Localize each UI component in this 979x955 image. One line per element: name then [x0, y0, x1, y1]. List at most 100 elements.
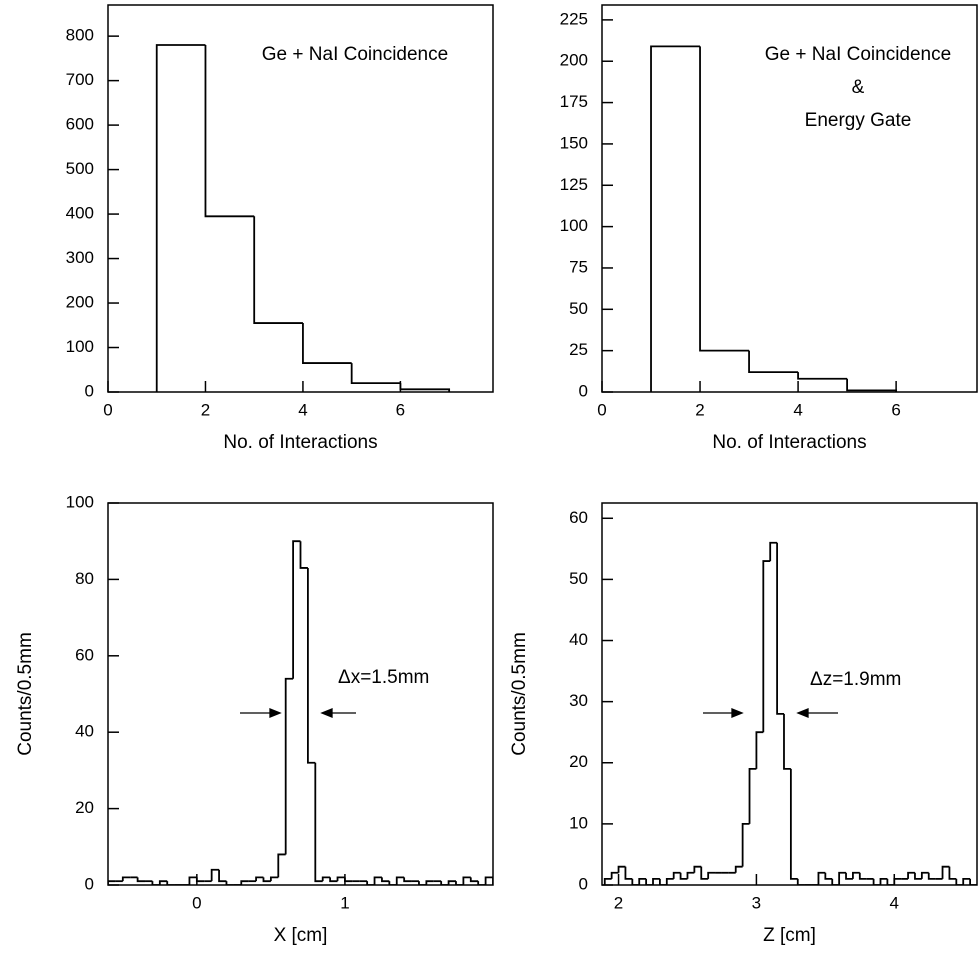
histogram-bin	[748, 350, 799, 374]
histogram-bin	[797, 372, 848, 380]
histogram-bin	[617, 865, 626, 873]
histogram-bin	[858, 872, 867, 880]
histogram-bin	[484, 876, 493, 885]
y-tick-label: 100	[66, 492, 94, 511]
y-tick-label: 25	[569, 340, 588, 359]
histogram-bin	[693, 865, 702, 873]
histogram-bin	[477, 881, 486, 885]
histogram-bin	[218, 869, 227, 883]
histogram-bin	[665, 877, 674, 885]
histogram-bin	[741, 822, 750, 867]
y-tick-label: 400	[66, 204, 94, 223]
y-tick-label: 40	[75, 722, 94, 741]
histogram-bin	[350, 363, 401, 385]
histogram-bin	[108, 880, 116, 885]
histogram-bin	[329, 877, 338, 883]
histogram-bin	[907, 871, 915, 879]
histogram-bin	[700, 866, 709, 880]
histogram-bin	[210, 868, 220, 882]
histogram-bin	[817, 871, 826, 885]
y-tick-label: 200	[560, 51, 588, 70]
histogram-bin	[699, 46, 750, 352]
histogram-bin	[284, 677, 294, 855]
histogram-bin	[762, 560, 771, 733]
y-tick-label: 100	[560, 216, 588, 235]
histogram-bin	[769, 541, 778, 562]
histogram-bin	[879, 877, 888, 885]
histogram-bin	[299, 541, 308, 569]
histogram-bin	[734, 865, 743, 873]
histogram-bin	[852, 871, 860, 879]
y-tick-label: 40	[569, 630, 588, 649]
histogram-bin	[253, 216, 303, 324]
histogram-bin	[462, 876, 471, 885]
plot-area	[603, 541, 977, 885]
histogram-bin	[872, 878, 881, 885]
histogram-bin	[136, 877, 146, 883]
y-tick-label: 10	[569, 813, 588, 832]
histogram-bin	[920, 871, 929, 879]
histogram-bin	[914, 872, 922, 880]
histogram-bin	[624, 866, 633, 880]
histogram-bin	[610, 871, 619, 879]
y-tick-label: 75	[569, 257, 588, 276]
plot-area	[155, 44, 451, 392]
histogram-bin	[748, 767, 757, 824]
annotation: Ge + NaI Coincidence	[262, 44, 448, 65]
x-tick-label: 0	[597, 400, 606, 419]
histogram-bin	[652, 877, 660, 885]
histogram-bin	[395, 876, 405, 885]
histogram-bin	[188, 876, 197, 885]
histogram-bin	[783, 713, 791, 770]
x-tick-label: 6	[891, 400, 900, 419]
histogram-bin	[255, 876, 264, 882]
histogram-bin	[927, 872, 936, 880]
axes-frame	[107, 4, 494, 393]
histogram-bin	[962, 877, 971, 885]
histogram-bin	[321, 876, 331, 882]
histogram-bin	[204, 45, 255, 218]
histogram-bin	[707, 871, 716, 879]
histogram-bin	[796, 878, 805, 885]
histogram-bin	[440, 881, 449, 885]
histogram-bin	[277, 853, 286, 878]
histogram-bin	[845, 872, 853, 880]
histogram-bin	[824, 872, 833, 880]
histogram-bin	[388, 881, 397, 885]
arrow-head	[731, 708, 744, 718]
panel: 0 10 20 30 40 50 60 2 3 4 Z [cm] Counts/0.5mm Δz=1.9…	[509, 502, 978, 946]
axes-frame	[601, 502, 978, 886]
histogram-bin	[631, 878, 640, 885]
y-tick-label: 20	[569, 752, 588, 771]
histogram-bin	[686, 871, 695, 879]
histogram-bin	[941, 865, 950, 879]
x-tick-label: 4	[793, 400, 802, 419]
y-tick-label: 0	[579, 381, 588, 400]
panel: 0 25 50 75 100 125 150 175 200 225 0 2 4 6 No. of Inte…	[560, 4, 978, 453]
histogram-bin	[886, 878, 895, 885]
arrows	[240, 708, 838, 718]
histogram-bin	[418, 881, 427, 885]
x-axis-label: No. of Interactions	[712, 432, 866, 453]
histogram-bin	[399, 383, 451, 392]
histogram-bin	[166, 881, 175, 885]
y-tick-label: 600	[66, 115, 94, 134]
histogram-bin	[292, 540, 301, 679]
histogram-bin	[838, 871, 847, 885]
annotation: Energy Gate	[805, 110, 912, 131]
histogram-bin	[381, 877, 390, 883]
arrow-head	[269, 708, 282, 718]
plot-area	[650, 45, 898, 392]
histogram-bin	[269, 876, 279, 882]
annotation: Δx=1.5mm	[338, 667, 429, 688]
histogram-bin	[373, 876, 382, 885]
y-tick-label: 50	[569, 569, 588, 588]
histogram-bin	[262, 877, 271, 883]
y-tick-label: 100	[66, 337, 94, 356]
histogram-bin	[225, 881, 234, 885]
histogram-bin	[240, 880, 249, 885]
histogram-bin	[195, 877, 205, 883]
y-tick-label: 0	[579, 874, 588, 893]
arrow-head	[320, 708, 333, 718]
histogram-bin	[650, 45, 701, 392]
